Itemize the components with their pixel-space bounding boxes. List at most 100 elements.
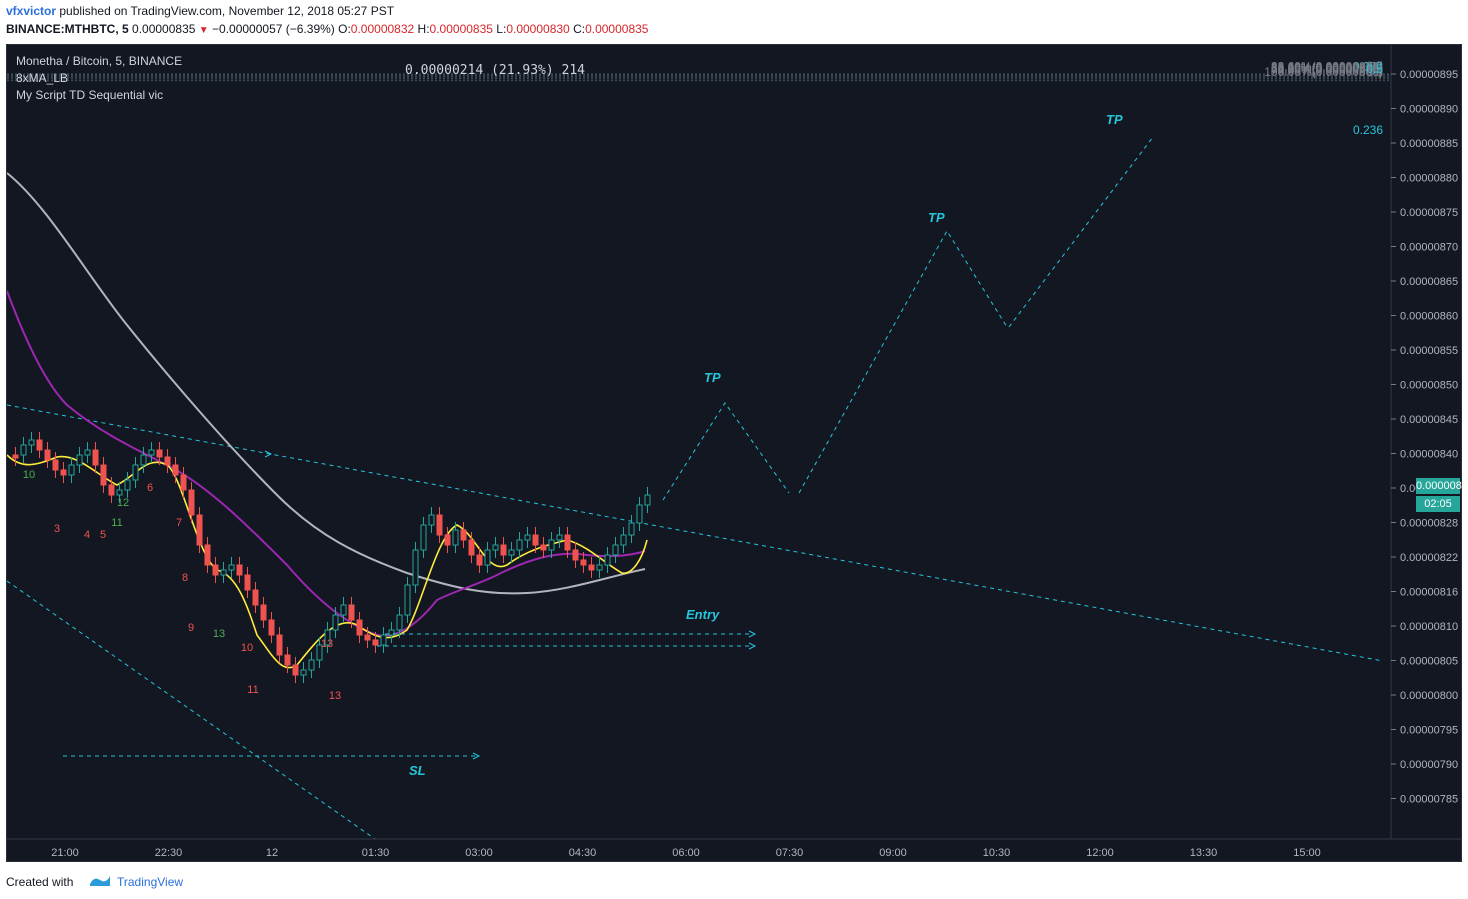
candle[interactable] <box>260 604 267 621</box>
chart-canvas[interactable]: 0.50.38223.60%(0.00000885)38.20%(0.00000… <box>7 45 1461 861</box>
candle[interactable] <box>52 459 59 471</box>
candle[interactable] <box>252 589 259 606</box>
candle[interactable] <box>92 449 99 466</box>
candle[interactable] <box>388 629 395 636</box>
candle[interactable] <box>484 549 491 566</box>
candle[interactable] <box>156 449 163 458</box>
candle[interactable] <box>76 454 83 466</box>
legend-indicator-td[interactable]: My Script TD Sequential vic <box>16 88 164 102</box>
candle[interactable] <box>452 529 459 546</box>
candle[interactable] <box>188 489 195 516</box>
candle[interactable] <box>276 634 283 656</box>
candle[interactable] <box>644 494 651 506</box>
candle[interactable] <box>356 619 363 636</box>
candle[interactable] <box>500 544 507 556</box>
publisher-link[interactable]: vfxvictor <box>6 4 57 18</box>
candle[interactable] <box>124 479 131 491</box>
candle[interactable] <box>364 634 371 641</box>
candle[interactable] <box>620 534 627 546</box>
ma-gray-line[interactable] <box>7 172 646 595</box>
candle[interactable] <box>532 534 539 546</box>
candle[interactable] <box>564 534 571 551</box>
candle[interactable] <box>604 554 611 566</box>
candle[interactable] <box>100 464 107 486</box>
legend-indicator-ma[interactable]: 8xMA_LB <box>16 71 69 85</box>
candle[interactable] <box>436 514 443 536</box>
time-axis-label: 21:00 <box>51 847 79 859</box>
candle[interactable] <box>164 456 171 466</box>
candle[interactable] <box>460 529 467 541</box>
candle[interactable] <box>180 474 187 491</box>
candle[interactable] <box>220 569 227 576</box>
candle[interactable] <box>332 614 339 631</box>
projection-path-3[interactable] <box>1008 136 1154 328</box>
candle[interactable] <box>44 449 51 461</box>
candle[interactable] <box>548 539 555 551</box>
tradingview-link[interactable]: TradingView <box>117 875 184 889</box>
candle[interactable] <box>316 644 323 661</box>
candle[interactable] <box>468 539 475 556</box>
candle[interactable] <box>444 534 451 546</box>
candle[interactable] <box>148 449 155 456</box>
candle[interactable] <box>428 514 435 526</box>
fib-level-label: 0.382 <box>1353 59 1383 73</box>
candle[interactable] <box>140 454 147 466</box>
candle[interactable] <box>636 504 643 524</box>
candle[interactable] <box>60 469 67 476</box>
candle[interactable] <box>404 584 411 616</box>
legend-title[interactable]: Monetha / Bitcoin, 5, BINANCE <box>16 54 183 68</box>
candle[interactable] <box>116 489 123 496</box>
candle[interactable] <box>84 449 91 456</box>
candle[interactable] <box>212 564 219 576</box>
candle[interactable] <box>380 634 387 646</box>
candle[interactable] <box>396 614 403 631</box>
projection-path-1[interactable] <box>662 402 790 501</box>
candle[interactable] <box>340 604 347 616</box>
candle[interactable] <box>612 544 619 556</box>
price-axis-label: 0.00000805 <box>1400 656 1458 668</box>
candle[interactable] <box>68 464 75 476</box>
candle[interactable] <box>36 439 43 451</box>
candle[interactable] <box>412 549 419 586</box>
candle[interactable] <box>420 524 427 551</box>
candle[interactable] <box>284 654 291 666</box>
candle[interactable] <box>628 522 635 536</box>
candle[interactable] <box>588 564 595 571</box>
price-axis-label: 0.00000840 <box>1400 449 1458 461</box>
candle[interactable] <box>20 444 27 456</box>
candle[interactable] <box>228 564 235 571</box>
trendline-upper[interactable] <box>7 404 1384 662</box>
candle[interactable] <box>508 549 515 556</box>
candle[interactable] <box>476 554 483 566</box>
candle[interactable] <box>196 514 203 546</box>
projection-path-2[interactable] <box>798 230 1008 494</box>
td-count-label: 13 <box>213 628 225 640</box>
ma-purple-line[interactable] <box>7 290 646 637</box>
candle[interactable] <box>348 604 355 621</box>
candle[interactable] <box>524 534 531 541</box>
candle[interactable] <box>308 659 315 671</box>
candle[interactable] <box>572 549 579 561</box>
candle[interactable] <box>492 544 499 551</box>
candle[interactable] <box>28 439 35 446</box>
candle[interactable] <box>300 669 307 676</box>
candle[interactable] <box>172 464 179 476</box>
candle[interactable] <box>268 619 275 636</box>
candle[interactable] <box>108 484 115 496</box>
trendline-lower[interactable] <box>7 580 376 840</box>
time-axis-label: 12:00 <box>1086 847 1114 859</box>
candle[interactable] <box>596 564 603 571</box>
chart-pane[interactable]: 0.5 0.382 23.60%(0.00000885) 38.20%(0.00000… <box>6 44 1462 862</box>
candle[interactable] <box>132 464 139 481</box>
candle[interactable] <box>292 664 299 676</box>
candle[interactable] <box>244 574 251 591</box>
candle[interactable] <box>12 454 19 459</box>
candle[interactable] <box>372 639 379 646</box>
candle[interactable] <box>556 534 563 541</box>
candle[interactable] <box>204 544 211 566</box>
candle[interactable] <box>236 564 243 576</box>
candle[interactable] <box>516 539 523 551</box>
candle[interactable] <box>580 559 587 566</box>
candle[interactable] <box>324 629 331 646</box>
candle[interactable] <box>540 544 547 551</box>
